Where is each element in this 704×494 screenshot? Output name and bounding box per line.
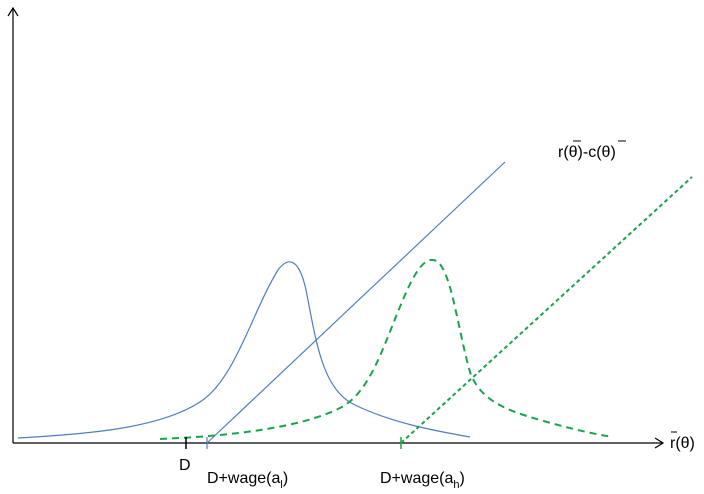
tick-label-d: D xyxy=(179,457,191,474)
tick-label-d-wage-low-prefix: D+wage(a xyxy=(207,470,280,487)
tick-label-d-wage-high: D+wage(ah) xyxy=(380,470,465,491)
solid-density-curve xyxy=(17,261,471,439)
tick-label-d-wage-high-prefix: D+wage(a xyxy=(380,470,453,487)
x-axis-label: r(θ) xyxy=(670,435,695,452)
tick-label-d-wage-low-suffix: ) xyxy=(283,470,288,487)
y-axis-arrowhead xyxy=(7,6,19,17)
tick-label-d-wage-low-subscript: l xyxy=(280,479,282,491)
x-axis-arrowhead xyxy=(654,437,665,449)
dashed-diagonal-line xyxy=(400,176,693,444)
tick-label-d-wage-low: D+wage(al) xyxy=(207,470,288,491)
solid-diagonal-line xyxy=(206,161,506,444)
axes xyxy=(7,6,665,449)
dashed-density-curve xyxy=(159,258,613,440)
curve-label: r(θ)-c(θ) xyxy=(558,144,616,161)
tick-label-d-wage-high-subscript: h xyxy=(453,479,459,491)
tick-label-d-wage-high-suffix: ) xyxy=(460,470,465,487)
